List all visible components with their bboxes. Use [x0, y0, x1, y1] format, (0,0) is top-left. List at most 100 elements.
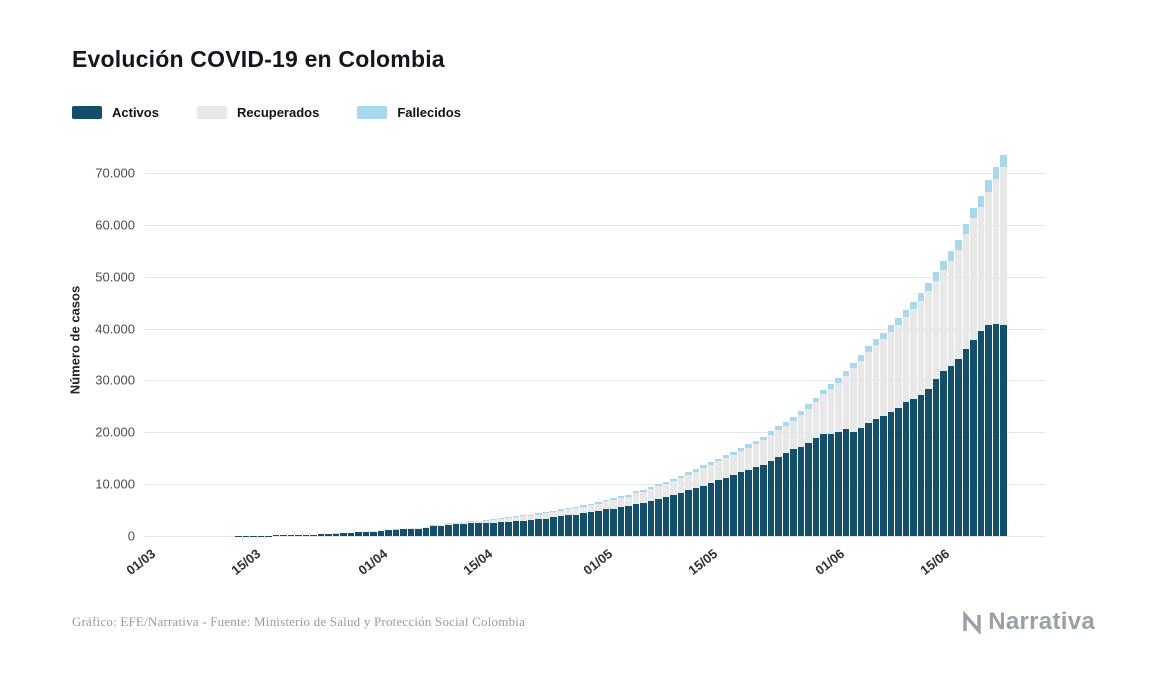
- bar-segment-fallecidos: [497, 518, 504, 519]
- bar-21-04: [527, 144, 534, 536]
- bar-segment-activos: [917, 394, 924, 536]
- bar-08-04: [430, 144, 437, 536]
- bar-12-05: [685, 144, 692, 536]
- bar-segment-fallecidos: [977, 195, 984, 207]
- bar-segment-recuperados: [655, 486, 662, 499]
- bar-04-05: [625, 144, 632, 536]
- bar-segment-recuperados: [955, 249, 962, 360]
- bar-segment-activos: [550, 517, 557, 536]
- bar-14-04: [475, 144, 482, 536]
- bar-segment-recuperados: [610, 499, 617, 509]
- bar-27-03: [340, 144, 347, 536]
- bar-29-05: [812, 144, 819, 536]
- bar-segment-recuperados: [752, 444, 759, 468]
- bar-segment-recuperados: [707, 465, 714, 484]
- bar-15-03: [250, 144, 257, 536]
- bar-01-04: [377, 144, 384, 536]
- bar-segment-recuperados: [985, 191, 992, 326]
- bar-segment-fallecidos: [835, 377, 842, 383]
- bar-segment-fallecidos: [970, 207, 977, 219]
- chart-source-credit: Gráfico: EFE/Narrativa - Fuente: Ministe…: [72, 614, 526, 629]
- bar-segment-recuperados: [730, 454, 737, 475]
- bar-segment-fallecidos: [490, 519, 497, 520]
- bar-segment-fallecidos: [550, 510, 557, 512]
- bar-segment-fallecidos: [812, 397, 819, 403]
- bar-segment-recuperados: [895, 324, 902, 409]
- bar-07-05: [647, 144, 654, 536]
- bar-06-04: [415, 144, 422, 536]
- bar-segment-activos: [940, 370, 947, 536]
- bar-17-06: [955, 144, 962, 536]
- bar-16-03: [257, 144, 264, 536]
- bar-16-04: [490, 144, 497, 536]
- bar-04-03: [168, 144, 175, 536]
- bar-segment-fallecidos: [782, 422, 789, 426]
- bar-27-04: [572, 144, 579, 536]
- bar-segment-fallecidos: [715, 458, 722, 462]
- bar-segment-activos: [745, 469, 752, 536]
- bar-segment-fallecidos: [985, 180, 992, 192]
- bar-29-04: [587, 144, 594, 536]
- bar-12-04: [460, 144, 467, 536]
- bar-segment-recuperados: [587, 505, 594, 513]
- bar-segment-recuperados: [670, 481, 677, 496]
- bar-22-03: [302, 144, 309, 536]
- bar-10-06: [902, 144, 909, 536]
- bar-02-05: [610, 144, 617, 536]
- bar-14-05: [700, 144, 707, 536]
- bar-07-06: [880, 144, 887, 536]
- bar-23-06: [1000, 144, 1007, 536]
- bar-segment-fallecidos: [572, 507, 579, 509]
- bar-segment-recuperados: [557, 510, 564, 517]
- bar-segment-fallecidos: [760, 436, 767, 441]
- y-tick-label: 40.000: [95, 321, 135, 337]
- bar-15-04: [482, 144, 489, 536]
- bar-17-03: [265, 144, 272, 536]
- bar-03-05: [617, 144, 624, 536]
- bar-segment-activos: [317, 534, 324, 536]
- bar-segment-recuperados: [917, 301, 924, 395]
- bar-segment-activos: [640, 502, 647, 536]
- bar-segment-activos: [962, 349, 969, 536]
- x-tick-label: 15/04: [460, 546, 496, 578]
- bar-08-03: [198, 144, 205, 536]
- bar-segment-fallecidos: [887, 324, 894, 332]
- bar-segment-activos: [377, 530, 384, 536]
- bar-segment-fallecidos: [580, 505, 587, 507]
- bar-segment-fallecidos: [662, 481, 669, 484]
- bar-segment-fallecidos: [850, 363, 857, 369]
- bar-18-04: [505, 144, 512, 536]
- bar-segment-activos: [662, 497, 669, 536]
- bar-19-03: [280, 144, 287, 536]
- bar-segment-activos: [527, 520, 534, 536]
- bar-segment-recuperados: [902, 316, 909, 403]
- bar-segment-activos: [842, 428, 849, 536]
- bar-19-05: [737, 144, 744, 536]
- y-tick-label: 50.000: [95, 269, 135, 285]
- bar-segment-recuperados: [542, 513, 549, 519]
- bar-segment-activos: [497, 522, 504, 536]
- bar-segment-recuperados: [827, 388, 834, 434]
- bar-segment-activos: [400, 529, 407, 536]
- x-tick-label: 15/05: [685, 546, 721, 578]
- bar-31-03: [370, 144, 377, 536]
- bar-segment-activos: [887, 411, 894, 536]
- bar-segment-activos: [602, 509, 609, 536]
- bar-segment-fallecidos: [670, 478, 677, 482]
- bar-segment-fallecidos: [790, 416, 797, 421]
- bar-segment-recuperados: [767, 435, 774, 461]
- bar-segment-recuperados: [617, 498, 624, 507]
- y-axis-label: Número de casos: [67, 285, 83, 395]
- bar-segment-fallecidos: [692, 468, 699, 472]
- bar-segment-recuperados: [880, 339, 887, 417]
- bar-segment-recuperados: [422, 527, 429, 528]
- bar-segment-recuperados: [692, 471, 699, 488]
- bar-segment-fallecidos: [707, 462, 714, 466]
- bar-05-04: [407, 144, 414, 536]
- bar-segment-recuperados: [460, 522, 467, 524]
- bar-02-03: [153, 144, 160, 536]
- bar-18-06: [962, 144, 969, 536]
- bar-segment-recuperados: [602, 501, 609, 510]
- bar-01-05: [602, 144, 609, 536]
